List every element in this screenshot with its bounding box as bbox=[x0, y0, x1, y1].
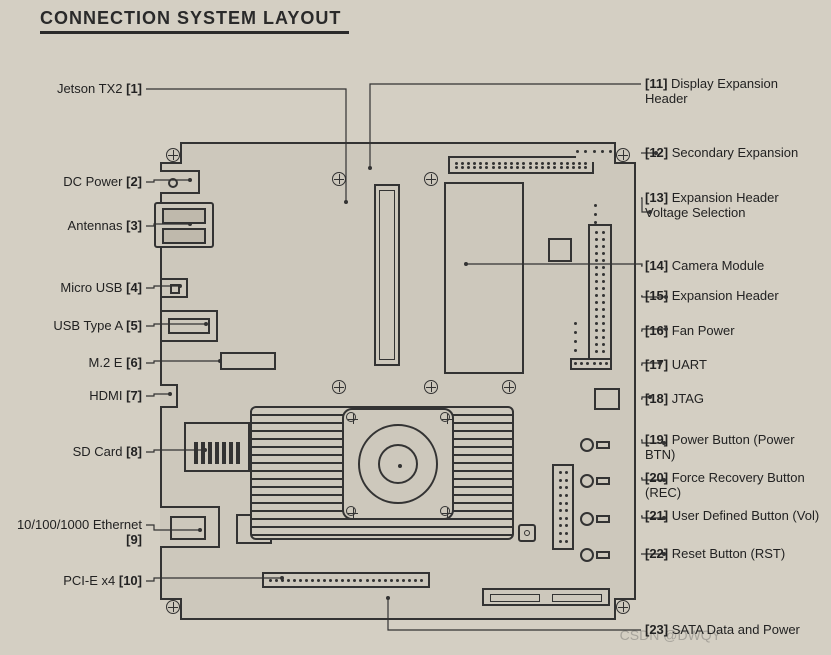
label-22: [22] Reset Button (RST) bbox=[645, 546, 821, 561]
dc-power-jack bbox=[160, 170, 200, 194]
label-7: HDMI [7] bbox=[12, 388, 142, 403]
label-17: [17] UART bbox=[645, 357, 821, 372]
label-5: USB Type A [5] bbox=[12, 318, 142, 333]
voltage-select-jumper bbox=[588, 204, 602, 224]
recovery-button bbox=[580, 472, 612, 490]
small-ic-2 bbox=[548, 238, 572, 262]
gpio-header-2 bbox=[552, 464, 574, 550]
sd-card-slot bbox=[184, 422, 250, 472]
expansion-header bbox=[588, 224, 612, 360]
label-14: [14] Camera Module bbox=[645, 258, 821, 273]
board-outline bbox=[160, 142, 636, 620]
label-11: [11] Display Expansion Header bbox=[645, 76, 821, 106]
camera-module-region bbox=[444, 182, 524, 374]
display-exp-header bbox=[448, 156, 594, 174]
label-1: Jetson TX2 [1] bbox=[12, 81, 142, 96]
label-3: Antennas [3] bbox=[12, 218, 142, 233]
jtag-header bbox=[594, 388, 620, 410]
label-15: [15] Expansion Header bbox=[645, 288, 821, 303]
ethernet-port bbox=[160, 506, 220, 548]
label-16: [16] Fan Power bbox=[645, 323, 821, 338]
diagram-title: CONNECTION SYSTEM LAYOUT bbox=[40, 8, 349, 34]
power-button bbox=[580, 436, 612, 454]
secondary-exp-header bbox=[576, 150, 612, 162]
pcie-slot bbox=[262, 572, 430, 588]
label-8: SD Card [8] bbox=[12, 444, 142, 459]
jetson-connector bbox=[374, 184, 400, 366]
label-4: Micro USB [4] bbox=[12, 280, 142, 295]
reset-button bbox=[580, 546, 612, 564]
uart-header bbox=[570, 358, 612, 370]
hdmi-port bbox=[160, 384, 178, 408]
fan-power-header bbox=[570, 322, 580, 352]
sata-connector bbox=[482, 588, 610, 606]
label-12: [12] Secondary Expansion bbox=[645, 145, 821, 160]
button-small bbox=[518, 524, 536, 542]
usb-type-a bbox=[160, 310, 218, 342]
fan bbox=[342, 408, 454, 520]
label-19: [19] Power Button (Power BTN) bbox=[645, 432, 821, 462]
label-6: M.2 E [6] bbox=[12, 355, 142, 370]
label-13: [13] Expansion Header Voltage Selection bbox=[645, 190, 821, 220]
antenna-connectors bbox=[154, 202, 214, 248]
label-2: DC Power [2] bbox=[12, 174, 142, 189]
label-18: [18] JTAG bbox=[645, 391, 821, 406]
label-20: [20] Force Recovery Button (REC) bbox=[645, 470, 821, 500]
label-21: [21] User Defined Button (Vol) bbox=[645, 508, 821, 523]
micro-usb bbox=[160, 278, 188, 298]
label-9: 10/100/1000 Ethernet [9] bbox=[12, 517, 142, 547]
m2e-slot bbox=[220, 352, 276, 370]
label-10: PCI-E x4 [10] bbox=[12, 573, 142, 588]
label-23: [23] SATA Data and Power bbox=[645, 622, 821, 637]
user-button bbox=[580, 510, 612, 528]
